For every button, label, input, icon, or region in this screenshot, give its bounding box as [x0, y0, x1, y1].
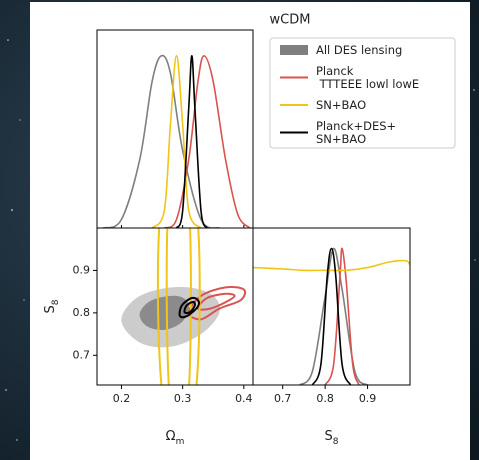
x-tick-label: 0.8	[316, 392, 334, 405]
axis-label-base: Ω	[166, 429, 176, 444]
x-tick-label: 0.4	[235, 392, 253, 405]
x-tick-label: 0.2	[113, 392, 131, 405]
contour	[183, 300, 196, 314]
density-line	[324, 247, 360, 385]
contour	[156, 228, 201, 385]
contour	[165, 228, 192, 385]
axis-label-base: S	[43, 305, 58, 313]
legend-label: Planck TTTEEE lowl lowE	[316, 64, 419, 91]
y-tick-label: 0.9	[73, 263, 91, 276]
axis-label: S8	[43, 299, 61, 313]
axis-label: Ωm	[166, 429, 185, 447]
axis-label-sub: 8	[333, 437, 339, 447]
axis-label-sub: m	[176, 437, 185, 447]
axis-label: S8	[325, 429, 339, 447]
y-tick-label: 0.8	[73, 306, 91, 319]
panel-frame	[252, 227, 411, 386]
stars	[5, 39, 476, 441]
axis-label-sub: 8	[51, 299, 61, 305]
legend-frame	[269, 37, 456, 149]
contour-panel	[121, 228, 247, 385]
s8-density-panel	[253, 247, 410, 385]
density-line	[253, 259, 410, 272]
density-line	[299, 247, 369, 385]
legend-swatch	[280, 45, 308, 55]
legend-label: SN+BAO	[316, 98, 366, 112]
legend-label: All DES lensing	[316, 43, 402, 57]
contour	[187, 285, 247, 321]
chart-title: wCDM	[270, 13, 311, 28]
x-tick-label: 0.3	[174, 392, 192, 405]
density-line	[311, 247, 352, 385]
axis-label-base: S	[325, 429, 333, 444]
contour	[139, 295, 189, 330]
density-line	[151, 55, 202, 228]
y-tick-label: 0.7	[73, 348, 91, 361]
contour	[178, 296, 200, 319]
x-tick-label: 0.9	[359, 392, 377, 405]
x-tick-label: 0.7	[274, 392, 292, 405]
density-line	[175, 55, 208, 228]
contour	[196, 292, 236, 311]
density-line	[102, 54, 220, 228]
density-line	[163, 55, 251, 228]
legend-label: Planck+DES+ SN+BAO	[316, 119, 396, 146]
om-density-panel	[102, 54, 251, 228]
